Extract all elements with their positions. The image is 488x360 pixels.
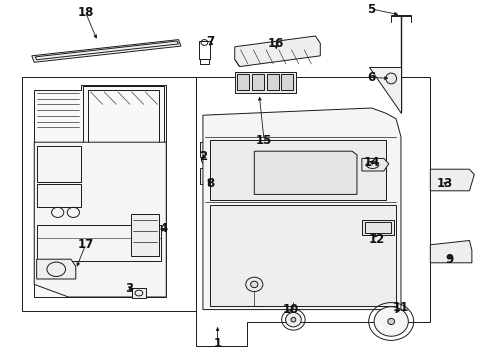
Polygon shape — [368, 67, 400, 113]
Bar — [200, 59, 208, 64]
Text: 1: 1 — [213, 337, 221, 350]
Text: 4: 4 — [160, 222, 167, 235]
Text: 12: 12 — [367, 233, 384, 246]
Bar — [251, 74, 264, 90]
Bar — [37, 184, 81, 207]
Text: 14: 14 — [363, 156, 379, 168]
Bar — [83, 86, 163, 148]
Bar — [361, 220, 393, 235]
Polygon shape — [254, 151, 356, 194]
Bar — [37, 225, 161, 261]
Ellipse shape — [387, 319, 394, 325]
Text: 13: 13 — [436, 177, 452, 190]
Bar — [266, 74, 278, 90]
Text: 5: 5 — [367, 3, 375, 15]
Text: 2: 2 — [199, 150, 206, 163]
Polygon shape — [32, 40, 181, 62]
Bar — [237, 74, 249, 90]
Text: 17: 17 — [77, 238, 94, 251]
Polygon shape — [203, 108, 400, 310]
Text: 11: 11 — [392, 301, 408, 314]
Polygon shape — [234, 36, 320, 67]
Bar — [37, 146, 81, 182]
Bar — [281, 74, 293, 90]
Polygon shape — [429, 169, 473, 191]
Polygon shape — [34, 142, 166, 297]
Bar — [22, 77, 195, 311]
Text: 6: 6 — [367, 71, 375, 84]
Ellipse shape — [290, 318, 295, 322]
Text: 3: 3 — [125, 282, 133, 294]
Bar — [234, 72, 295, 93]
Bar — [199, 41, 209, 59]
Polygon shape — [210, 140, 386, 200]
Polygon shape — [34, 85, 166, 297]
Ellipse shape — [250, 281, 258, 288]
Ellipse shape — [285, 312, 301, 327]
Text: 16: 16 — [267, 37, 284, 50]
Bar — [88, 90, 159, 144]
Ellipse shape — [373, 307, 407, 336]
Polygon shape — [37, 259, 76, 279]
Text: 18: 18 — [77, 6, 94, 19]
Bar — [200, 142, 212, 157]
Bar — [131, 214, 159, 256]
Ellipse shape — [385, 73, 396, 84]
Bar — [364, 222, 390, 233]
Polygon shape — [210, 205, 395, 306]
Polygon shape — [429, 240, 471, 263]
Text: 9: 9 — [445, 253, 453, 266]
Bar — [132, 288, 145, 298]
Text: 7: 7 — [206, 35, 214, 48]
Polygon shape — [361, 158, 388, 171]
Text: 15: 15 — [255, 134, 272, 147]
Text: 10: 10 — [282, 303, 299, 316]
Text: 8: 8 — [206, 177, 214, 190]
Bar — [200, 168, 212, 184]
